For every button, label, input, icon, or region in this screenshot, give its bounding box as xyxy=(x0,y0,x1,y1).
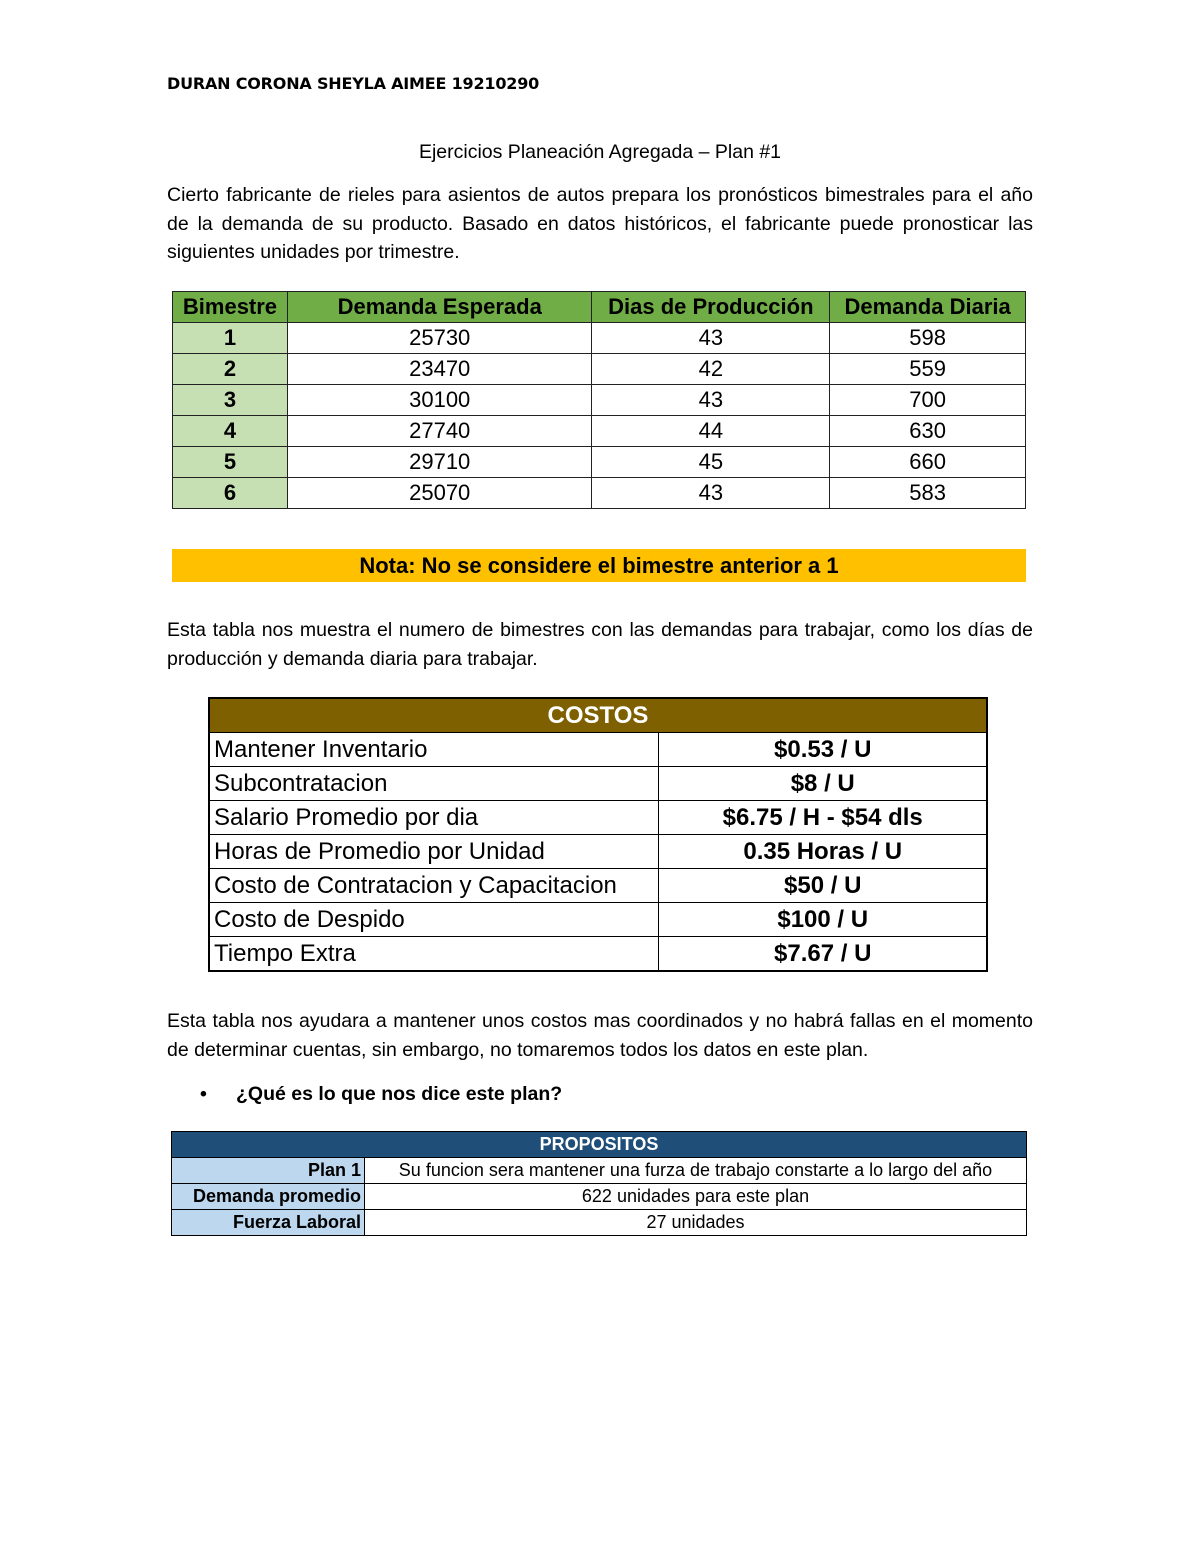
cost-label: Costo de Contratacion y Capacitacion xyxy=(208,868,660,903)
document-title: Ejercicios Planeación Agregada – Plan #1 xyxy=(418,141,782,163)
cost-label: Salario Promedio por dia xyxy=(208,800,660,835)
cost-row: Salario Promedio por dia $6.75 / H - $54 … xyxy=(208,800,988,835)
cost-value: $6.75 / H - $54 dls xyxy=(658,800,988,835)
table-cell: 583 xyxy=(829,477,1026,509)
cost-label: Subcontratacion xyxy=(208,766,660,801)
table-cell: 25070 xyxy=(286,477,593,509)
table-cell: 23470 xyxy=(286,353,593,385)
purpose-value: Su funcion sera mantener una furza de tr… xyxy=(364,1157,1027,1184)
table-cell: 44 xyxy=(591,415,831,447)
table-cell: 27740 xyxy=(286,415,593,447)
cost-label: Horas de Promedio por Unidad xyxy=(208,834,660,869)
purpose-label: Plan 1 xyxy=(171,1157,365,1184)
column-header: Dias de Producción xyxy=(591,291,831,323)
purpose-row: Fuerza Laboral 27 unidades xyxy=(171,1209,1027,1236)
table-cell: 700 xyxy=(829,384,1026,416)
table-row: 1 25730 43 598 xyxy=(172,322,1026,354)
table-row: 3 30100 43 700 xyxy=(172,384,1026,416)
intro-paragraph: Cierto fabricante de rieles para asiento… xyxy=(167,184,1033,263)
cost-value: $0.53 / U xyxy=(658,732,988,767)
purpose-row: Plan 1 Su funcion sera mantener una furza… xyxy=(171,1157,1027,1184)
cost-value: $100 / U xyxy=(658,902,988,937)
table-cell: 2 xyxy=(172,353,288,385)
bullet-text: ¿Qué es lo que nos dice este plan? xyxy=(236,1083,563,1105)
table-row: 2 23470 42 559 xyxy=(172,353,1026,385)
cost-row: Costo de Contratacion y Capacitacion $50 … xyxy=(208,868,988,903)
cost-value: $50 / U xyxy=(658,868,988,903)
purpose-label: Demanda promedio xyxy=(171,1183,365,1210)
table-cell: 42 xyxy=(591,353,831,385)
cost-value: $8 / U xyxy=(658,766,988,801)
table-row: 6 25070 43 583 xyxy=(172,477,1026,509)
table-cell: 30100 xyxy=(286,384,593,416)
note-banner: Nota: No se considere el bimestre anteri… xyxy=(172,549,1026,582)
cost-label: Mantener Inventario xyxy=(208,732,660,767)
table-row: 4 27740 44 630 xyxy=(172,415,1026,447)
cost-value: 0.35 Horas / U xyxy=(658,834,988,869)
table-cell: 559 xyxy=(829,353,1026,385)
cost-row: Mantener Inventario $0.53 / U xyxy=(208,732,988,767)
table-cell: 29710 xyxy=(286,446,593,478)
table-cell: 630 xyxy=(829,415,1026,447)
table-cell: 25730 xyxy=(286,322,593,354)
table-row: 5 29710 45 660 xyxy=(172,446,1026,478)
table-cell: 4 xyxy=(172,415,288,447)
purpose-value: 622 unidades para este plan xyxy=(364,1183,1027,1210)
column-header: Demanda Esperada xyxy=(286,291,593,323)
cost-label: Costo de Despido xyxy=(208,902,660,937)
table-cell: 1 xyxy=(172,322,288,354)
costs-table: COSTOS Mantener Inventario $0.53 / U Subco… xyxy=(208,697,988,972)
purpose-label: Fuerza Laboral xyxy=(171,1209,365,1236)
bullet-icon: • xyxy=(200,1083,207,1105)
purposes-table: PROPOSITOS Plan 1 Su funcion sera mantene… xyxy=(171,1131,1027,1236)
table-cell: 43 xyxy=(591,477,831,509)
table-cell: 660 xyxy=(829,446,1026,478)
table-cell: 43 xyxy=(591,384,831,416)
table-cell: 598 xyxy=(829,322,1026,354)
cost-row: Horas de Promedio por Unidad 0.35 Horas /… xyxy=(208,834,988,869)
demand-table-description: Esta tabla nos muestra el numero de bime… xyxy=(167,619,1033,670)
author-header: DURAN CORONA SHEYLA AIMEE 19210290 xyxy=(167,74,540,93)
column-header: Bimestre xyxy=(172,291,288,323)
costs-table-description: Esta tabla nos ayudara a mantener unos c… xyxy=(167,1010,1033,1061)
demand-table: Bimestre Demanda Esperada Dias de Producci… xyxy=(172,291,1026,509)
table-cell: 3 xyxy=(172,384,288,416)
purpose-value: 27 unidades xyxy=(364,1209,1027,1236)
table-cell: 45 xyxy=(591,446,831,478)
column-header: Demanda Diaria xyxy=(829,291,1026,323)
purposes-header: PROPOSITOS xyxy=(171,1131,1027,1158)
purpose-row: Demanda promedio 622 unidades para este p… xyxy=(171,1183,1027,1210)
cost-row: Subcontratacion $8 / U xyxy=(208,766,988,801)
cost-label: Tiempo Extra xyxy=(208,936,660,972)
table-cell: 6 xyxy=(172,477,288,509)
cost-row: Costo de Despido $100 / U xyxy=(208,902,988,937)
table-cell: 43 xyxy=(591,322,831,354)
table-cell: 5 xyxy=(172,446,288,478)
cost-row: Tiempo Extra $7.67 / U xyxy=(208,936,988,972)
costs-header: COSTOS xyxy=(208,697,988,733)
bullet-question: • ¿Qué es lo que nos dice este plan? xyxy=(200,1083,562,1106)
cost-value: $7.67 / U xyxy=(658,936,988,972)
